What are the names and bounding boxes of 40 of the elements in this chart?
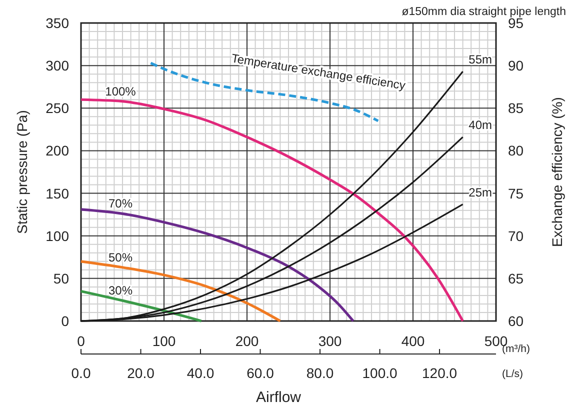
x-tick-label: 100 bbox=[152, 333, 176, 349]
y-tick-label: 350 bbox=[46, 15, 70, 31]
y-tick-label: 100 bbox=[46, 228, 70, 244]
y2-tick-label: 90 bbox=[508, 58, 524, 74]
y2-tick-label: 85 bbox=[508, 100, 524, 116]
y2-tick-label: 65 bbox=[508, 270, 524, 286]
text: (L/s) bbox=[502, 368, 523, 380]
series-label: 100% bbox=[105, 84, 136, 98]
y-tick-label: 50 bbox=[53, 270, 70, 286]
x2-tick-label: 20.0 bbox=[127, 365, 155, 381]
text: (m³/h) bbox=[502, 343, 530, 355]
x2-tick-label: 120.0 bbox=[422, 365, 458, 381]
x-tick-label: 300 bbox=[318, 333, 342, 349]
x-tick-label: 0 bbox=[77, 333, 86, 349]
y-tick-label: 200 bbox=[46, 142, 70, 159]
y-tick-label: 250 bbox=[46, 100, 70, 116]
y-tick-label: 300 bbox=[46, 58, 70, 74]
series-label: 55m bbox=[468, 52, 492, 67]
y-tick-label: 0 bbox=[61, 313, 70, 329]
y2-axis-title: Exchange efficiency (%) bbox=[549, 97, 565, 247]
series-label: 40m bbox=[468, 118, 492, 132]
y2-tick-label: 70 bbox=[508, 228, 524, 244]
x2-tick-label: 60.0 bbox=[246, 365, 274, 381]
series-label: 30% bbox=[108, 284, 133, 298]
x2-tick-label: 0.0 bbox=[71, 365, 91, 381]
x2-tick-label: 40.0 bbox=[186, 365, 214, 381]
y2-tick-label: 80 bbox=[508, 142, 524, 159]
series-label: 50% bbox=[108, 250, 133, 264]
text: ø150mm dia straight pipe length bbox=[402, 6, 566, 18]
series-label: 70% bbox=[108, 196, 133, 211]
y2-tick-label: 60 bbox=[508, 313, 524, 329]
text: Temperature exchange efficiency bbox=[230, 51, 406, 93]
x-tick-label: 200 bbox=[235, 333, 259, 349]
y-axis-title: Static pressure (Pa) bbox=[14, 110, 30, 234]
y2-tick-label: 75 bbox=[508, 185, 524, 202]
x2-tick-label: 100.0 bbox=[362, 365, 398, 381]
x-tick-label: 400 bbox=[401, 333, 425, 349]
x-axis-title: Airflow bbox=[256, 389, 302, 406]
x2-tick-label: 80.0 bbox=[306, 365, 334, 381]
y-tick-label: 150 bbox=[46, 185, 70, 202]
